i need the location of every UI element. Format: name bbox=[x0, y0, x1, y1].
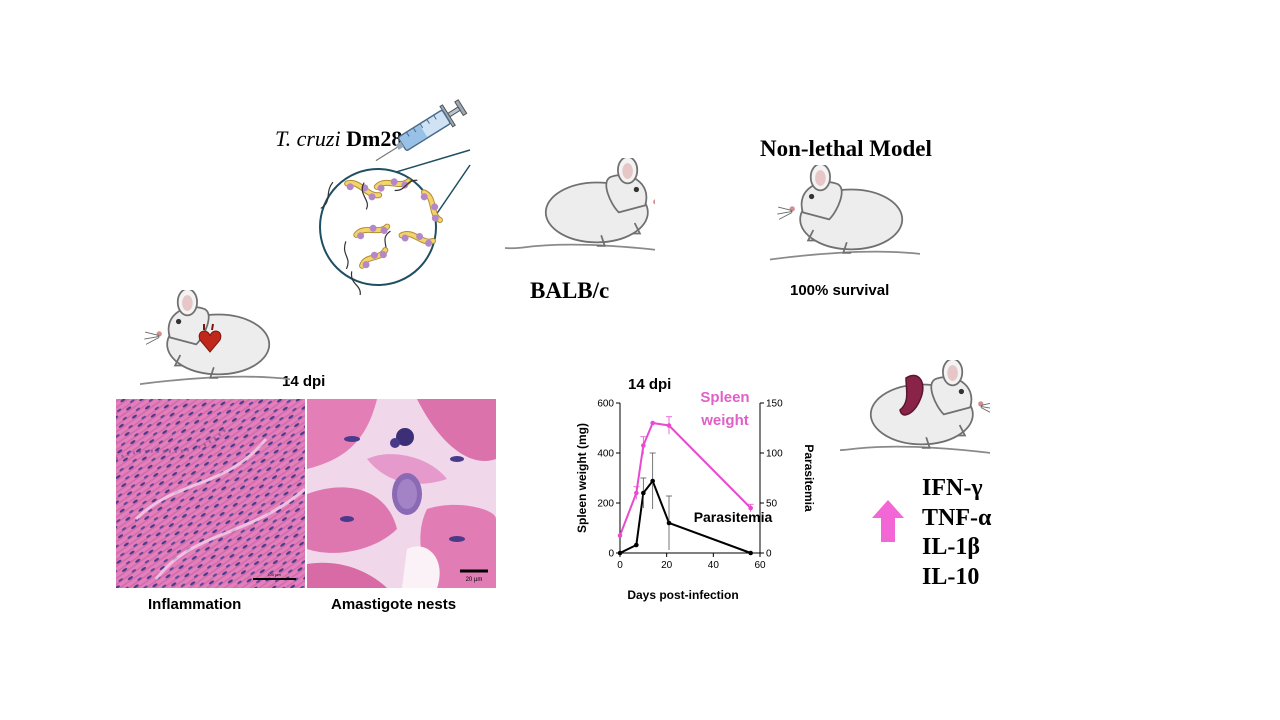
amastigote-micrograph: 20 µm bbox=[307, 399, 496, 588]
series-label-spleen: Spleen bbox=[700, 389, 749, 406]
x-tick-label: 20 bbox=[661, 560, 673, 571]
cytokine-item: IFN-γ bbox=[922, 475, 983, 501]
parasitemia-point bbox=[634, 542, 639, 548]
spleen-weight-point bbox=[650, 420, 655, 426]
spleen-weight-point bbox=[666, 423, 672, 428]
parasitemia-point bbox=[748, 550, 753, 556]
model-title: Non-lethal Model bbox=[760, 136, 932, 161]
parasitemia-line bbox=[619, 478, 752, 554]
histology-dpi-label: 14 dpi bbox=[282, 373, 326, 390]
trypomastigote-icons bbox=[320, 178, 443, 295]
cytokine-item: IL-1β bbox=[922, 534, 980, 560]
spleen-icon bbox=[899, 374, 924, 416]
survival-label: 100% survival bbox=[790, 282, 890, 299]
parasite-inoculum bbox=[319, 99, 471, 295]
tcruzi-species: T. cruzi bbox=[275, 126, 341, 151]
parasitemia-point bbox=[617, 550, 623, 556]
survivor-mouse bbox=[770, 165, 920, 263]
spleen-weight-point bbox=[634, 490, 639, 496]
spleen-weight-point bbox=[748, 505, 753, 511]
y-axis-label-left: Spleen weight (mg) bbox=[575, 423, 589, 533]
spleen-mouse bbox=[840, 360, 990, 458]
y-axis-label-right: Parasitemia bbox=[802, 444, 816, 512]
chart-dpi-label: 14 dpi bbox=[628, 376, 672, 393]
inflammation-caption: Inflammation bbox=[148, 596, 242, 613]
y-tick-label-left: 600 bbox=[597, 399, 614, 410]
cytokine-item: IL-10 bbox=[922, 563, 980, 590]
cytokine-list: IFN-γ TNF-α IL-1β IL-10 bbox=[922, 474, 991, 592]
y-tick-label-right: 0 bbox=[766, 549, 772, 560]
y-tick-label-right: 150 bbox=[766, 399, 783, 410]
heart-icon bbox=[198, 323, 222, 353]
series-label-parasitemia: Parasitemia bbox=[694, 509, 773, 525]
strain-label: BALB/c bbox=[530, 278, 610, 303]
x-tick-label: 0 bbox=[617, 560, 623, 571]
y-tick-label-right: 50 bbox=[766, 499, 778, 510]
x-tick-label: 60 bbox=[754, 560, 766, 571]
syringe-icon bbox=[375, 99, 468, 162]
chart-axes bbox=[619, 403, 761, 554]
parasitemia-point bbox=[650, 478, 655, 484]
spleen-weight-point bbox=[641, 443, 646, 448]
series-label-spleen-2: weight bbox=[700, 412, 749, 429]
scale-bar-label: 20 µm bbox=[466, 577, 483, 583]
spleen-weight-point bbox=[617, 533, 623, 538]
y-tick-label-left: 0 bbox=[608, 549, 614, 560]
x-tick-label: 40 bbox=[708, 560, 720, 571]
y-tick-label-left: 200 bbox=[597, 499, 614, 510]
inflammation-micrograph: 100 µm bbox=[116, 399, 305, 588]
up-arrow-icon bbox=[872, 500, 904, 542]
heart-mouse bbox=[140, 290, 290, 388]
x-axis-label: Days post-infection bbox=[627, 588, 738, 602]
y-tick-label-right: 100 bbox=[766, 449, 783, 460]
spleen-weight-line bbox=[619, 421, 752, 536]
parasitemia-point bbox=[641, 490, 646, 496]
cytokine-item: TNF-α bbox=[922, 504, 992, 531]
y-tick-label-left: 400 bbox=[597, 449, 614, 460]
parasitemia-point bbox=[666, 520, 672, 526]
scale-bar-label: 100 µm bbox=[267, 572, 281, 577]
amastigote-caption: Amastigote nests bbox=[331, 596, 457, 613]
